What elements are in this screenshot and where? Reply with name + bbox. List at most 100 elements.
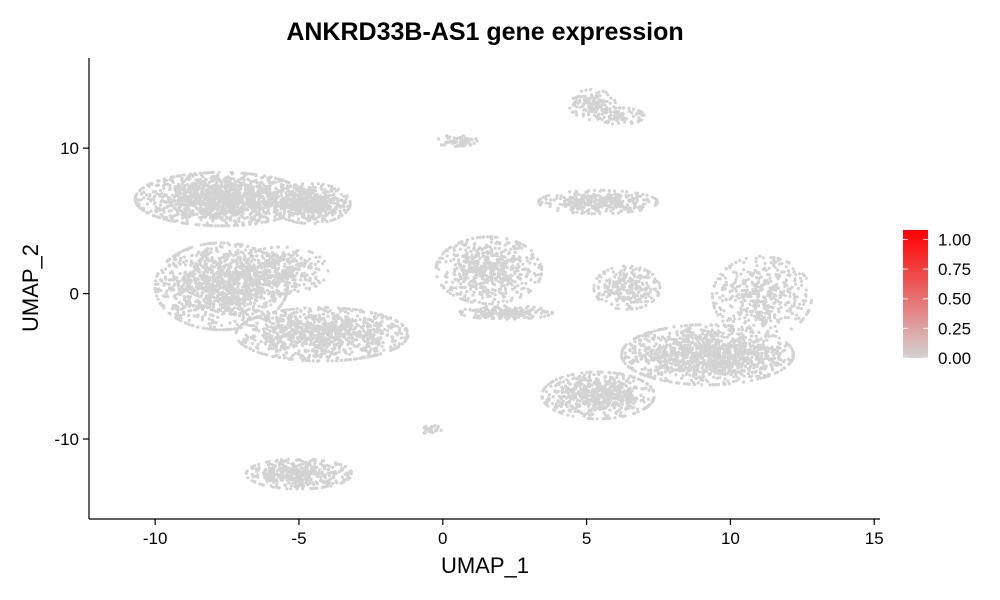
data-point <box>307 257 312 261</box>
point-cluster <box>434 235 544 306</box>
data-point <box>270 250 275 255</box>
data-point <box>265 204 269 208</box>
data-point <box>210 264 214 268</box>
data-point <box>183 215 187 219</box>
data-point <box>484 302 488 306</box>
data-point <box>540 268 544 272</box>
data-point <box>299 256 303 260</box>
data-point <box>266 325 270 329</box>
data-point <box>211 279 215 283</box>
data-point <box>231 177 235 181</box>
data-point <box>263 184 267 188</box>
data-point <box>351 332 355 336</box>
data-point <box>334 323 338 327</box>
data-point <box>170 271 175 275</box>
data-point <box>380 331 385 335</box>
data-point <box>324 214 328 218</box>
data-point <box>234 219 238 223</box>
data-point <box>201 326 206 330</box>
data-point <box>310 329 314 333</box>
data-point <box>381 315 385 319</box>
data-point <box>315 192 319 196</box>
data-point <box>378 321 382 325</box>
data-point <box>224 224 228 228</box>
data-point <box>250 324 254 328</box>
data-point <box>356 332 361 336</box>
data-point <box>233 204 237 208</box>
data-point <box>311 190 315 194</box>
data-point <box>269 245 274 250</box>
data-point <box>300 196 304 200</box>
data-point <box>294 211 298 216</box>
data-point <box>305 273 309 277</box>
data-point <box>194 190 198 195</box>
data-point <box>365 323 369 328</box>
data-point <box>374 346 379 350</box>
data-point <box>317 208 321 212</box>
data-point <box>335 188 339 192</box>
data-point <box>175 316 179 321</box>
data-point <box>168 312 172 316</box>
data-point <box>142 196 146 200</box>
data-point <box>363 334 368 338</box>
data-point <box>311 272 315 276</box>
data-point <box>401 323 405 327</box>
data-point <box>221 311 225 315</box>
data-point <box>316 215 320 219</box>
data-point <box>235 322 239 327</box>
data-point <box>252 278 256 282</box>
data-point <box>300 221 304 225</box>
data-point <box>317 320 321 324</box>
data-point <box>228 321 232 325</box>
data-point <box>314 200 318 204</box>
data-point <box>235 191 239 195</box>
data-point <box>210 179 214 183</box>
data-point <box>290 208 294 212</box>
data-point <box>298 308 303 312</box>
data-point <box>267 337 271 341</box>
data-point <box>264 335 268 340</box>
data-point <box>265 268 269 272</box>
data-point <box>341 306 345 310</box>
data-point <box>262 296 266 300</box>
data-point <box>298 331 302 335</box>
data-point <box>210 321 214 325</box>
data-point <box>320 348 324 353</box>
data-point <box>173 264 177 268</box>
data-point <box>373 330 377 334</box>
data-point <box>277 259 282 263</box>
data-point <box>219 179 223 183</box>
data-point <box>243 208 247 212</box>
data-point <box>228 249 232 253</box>
data-point <box>335 343 339 347</box>
data-point <box>520 281 524 285</box>
data-point <box>246 302 250 306</box>
data-point <box>196 315 200 319</box>
data-point <box>262 327 266 331</box>
data-point <box>151 197 155 201</box>
data-point <box>274 205 278 209</box>
data-point <box>183 191 187 196</box>
data-point <box>259 294 263 299</box>
data-point <box>267 252 271 256</box>
data-point <box>177 202 181 207</box>
data-point <box>283 198 287 202</box>
data-point <box>174 188 178 192</box>
data-point <box>263 220 267 224</box>
data-point <box>245 319 249 323</box>
data-point <box>183 305 187 309</box>
data-point <box>197 302 201 306</box>
data-point <box>279 183 284 187</box>
data-point <box>214 224 218 228</box>
data-point <box>405 329 409 333</box>
data-point <box>497 290 501 294</box>
data-point <box>327 350 331 354</box>
data-point <box>304 350 308 354</box>
data-point <box>180 213 184 217</box>
data-point <box>382 348 386 352</box>
data-point <box>309 314 314 318</box>
data-point <box>221 282 225 286</box>
data-point <box>185 183 189 187</box>
data-point <box>188 172 193 176</box>
